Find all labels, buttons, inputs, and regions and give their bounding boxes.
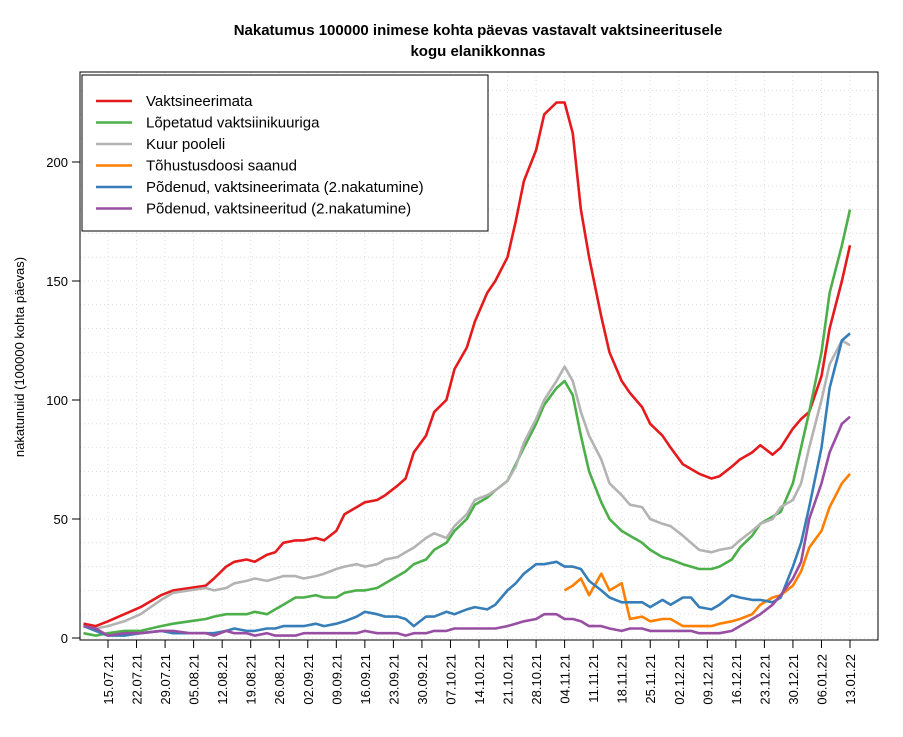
x-tick-label: 22.07.21 [130,654,145,705]
plot-frame [79,71,879,641]
x-tick-label: 25.11.21 [643,654,658,704]
x-tick-label: 15.07.21 [101,654,116,705]
x-tick-label: 02.09.21 [301,654,316,705]
y-tick-label: 150 [46,274,68,289]
x-tick-label: 28.10.21 [529,654,544,705]
x-tick-label: 07.10.21 [443,654,458,705]
x-tick-label: 29.07.21 [158,654,173,705]
legend-label: Põdenud, vaktsineeritud (2.nakatumine) [146,201,411,218]
x-tick-label: 16.09.21 [358,654,373,705]
x-tick-label: 26.08.21 [272,654,287,705]
series-line-2 [83,209,852,637]
y-tick-label: 200 [46,155,68,170]
y-tick-label: 0 [61,631,68,646]
y-axis-label: nakatunuid (100000 kohta päevas) [12,257,27,457]
x-tick-label: 02.12.21 [672,654,687,705]
x-tick-label: 30.09.21 [415,654,430,705]
x-tick-label: 13.01.22 [843,654,858,705]
chart-title-line1: Nakatumus 100000 inimese kohta päevas va… [234,22,723,39]
y-tick-label: 50 [54,512,68,527]
axes: 15.07.21 22.07.21 29.07.21 05.08.21 12.08.21… [46,155,858,705]
series-line-5 [83,332,851,637]
series-lines [83,101,852,637]
chart-title-line2: kogu elanikkonnas [410,43,545,60]
x-tick-label: 23.12.21 [757,654,772,705]
x-tick-label: 09.12.21 [700,654,715,705]
x-tick-label: 30.12.21 [786,654,801,705]
x-tick-label: 23.09.21 [386,654,401,705]
x-tick-label: 06.01.22 [814,654,829,705]
x-tick-label: 11.11.21 [586,654,601,703]
y-tick-label: 100 [46,393,68,408]
x-tick-label: 09.09.21 [329,654,344,705]
x-tick-label: 05.08.21 [187,654,202,705]
x-tick-label: 21.10.21 [501,654,516,705]
x-tick-label: 19.08.21 [244,654,259,705]
legend-label: Lõpetatud vaktsiinikuuriga [146,115,320,132]
legend-box [81,74,489,232]
series-line-6 [83,415,851,637]
x-tick-label: 18.11.21 [615,654,630,704]
legend: Vaktsineerimata Lõpetatud vaktsiinikuurig… [81,74,489,232]
series-line-4 [563,472,851,628]
legend-label: Tõhustusdoosi saanud [146,158,297,175]
x-tick-label: 12.08.21 [215,654,230,705]
x-tick-label: 04.11.21 [558,654,573,704]
series-line-3 [83,339,851,630]
x-tick-label: 16.12.21 [729,654,744,705]
series-line-1 [83,101,852,628]
legend-label: Põdenud, vaktsineerimata (2.nakatumine) [146,179,424,196]
legend-label: Kuur pooleli [146,136,225,153]
legend-label: Vaktsineerimata [146,93,253,110]
x-tick-label: 14.10.21 [472,654,487,705]
